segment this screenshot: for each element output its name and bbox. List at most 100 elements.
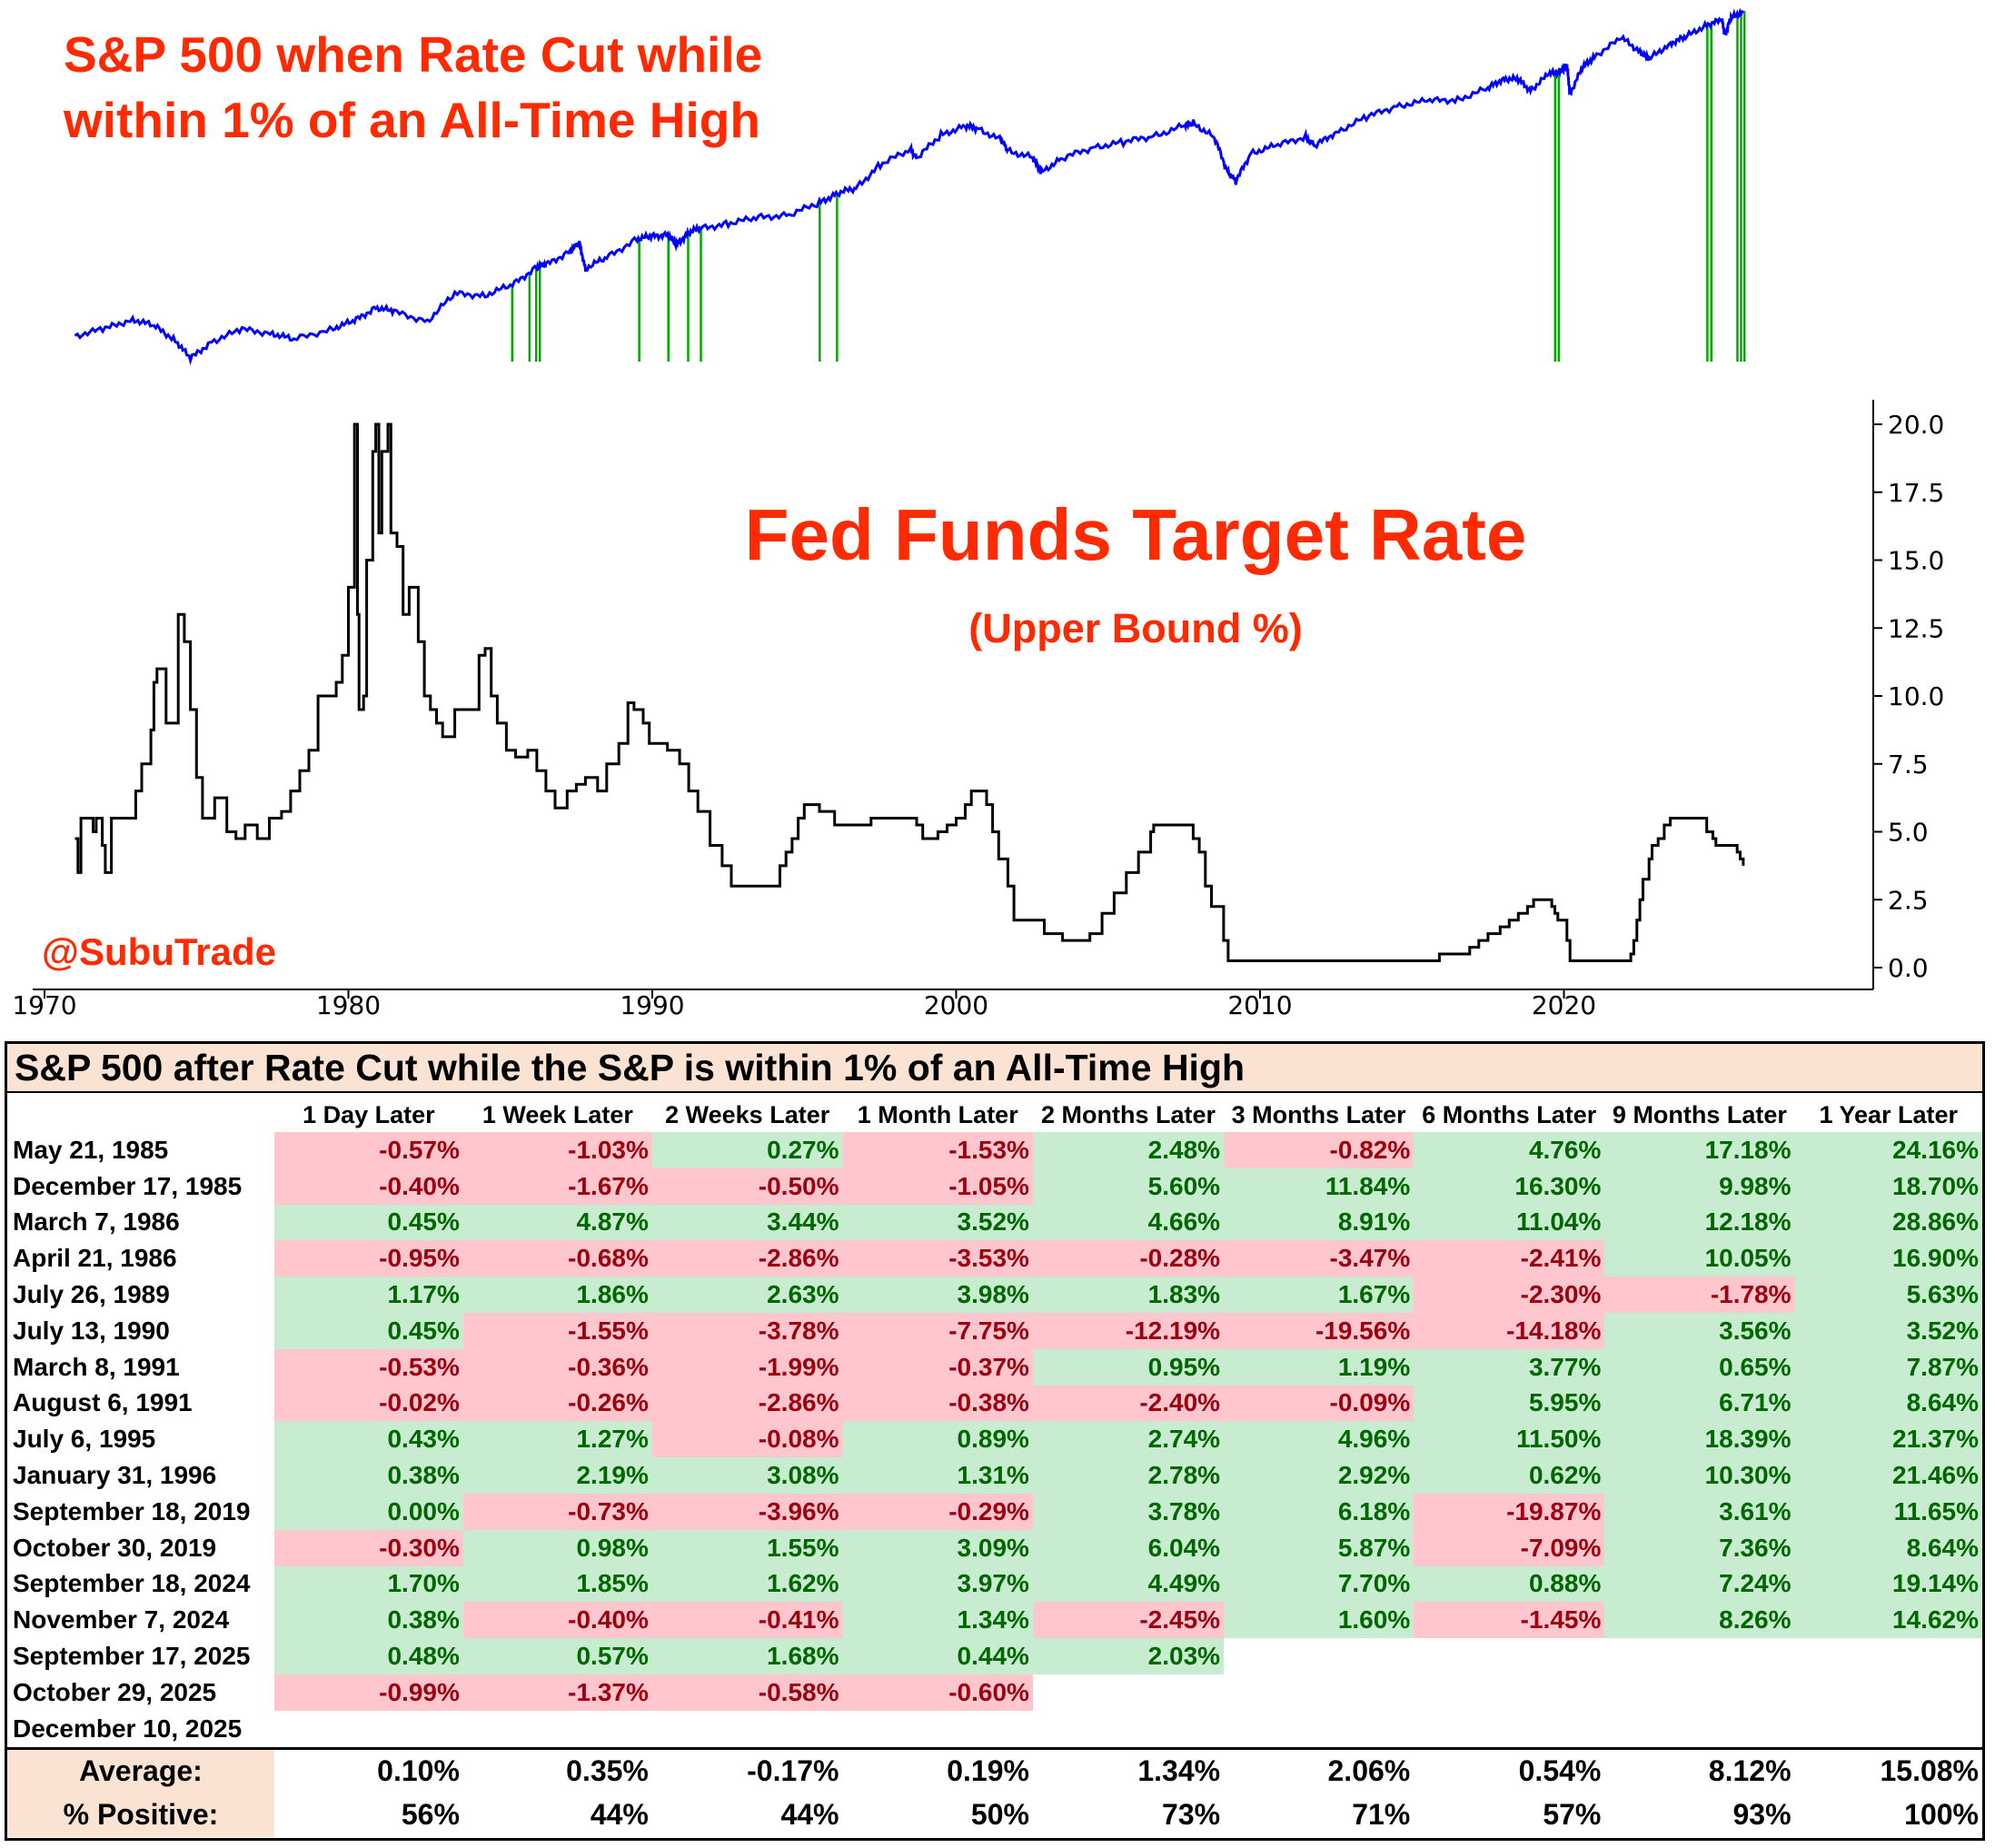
return-cell: -3.53% [842,1240,1033,1277]
return-cell: 1.86% [462,1277,652,1313]
y-tick-label: 7.5 [1888,750,1929,780]
return-cell: 2.48% [1032,1132,1225,1168]
row-date: April 21, 1986 [13,1244,177,1273]
summary-cell: 44% [590,1798,649,1832]
return-cell: -19.56% [1224,1312,1414,1349]
return-cell: -3.47% [1224,1240,1414,1277]
table-row: September 18, 2024 1.70% 1.85% 1.62% 3.97% 4.… [7,1565,1982,1603]
x-tick-label: 1980 [316,990,381,1020]
return-cell: 21.46% [1794,1457,1982,1494]
return-cell: -1.53% [842,1132,1033,1168]
return-cell: 1.19% [1224,1348,1414,1386]
table-row: December 17, 1985 -0.40% -1.67% -0.50% -1.05… [7,1167,1982,1205]
author-handle: @SubuTrade [42,930,276,973]
return-cell: 5.63% [1794,1277,1982,1313]
return-cell [1604,1711,1794,1748]
return-cell: -12.19% [1032,1312,1225,1349]
return-cell: 4.96% [1224,1421,1414,1458]
return-cell: 3.52% [842,1204,1033,1241]
table-title: S&P 500 after Rate Cut while the S&P is … [7,1044,1982,1093]
return-cell [1795,1638,1982,1674]
table-header-row: 1 Day Later 1 Week Later 2 Weeks Later 1 Mo… [7,1098,1982,1132]
return-cell [1033,1674,1224,1711]
return-cell: 0.44% [842,1638,1033,1674]
return-cell [274,1711,463,1748]
sp500-title-line2: within 1% of an All-Time High [64,92,760,148]
table-row: April 21, 1986 -0.95% -0.68% -2.86% -3.53% -0… [7,1240,1982,1277]
return-cell: 0.38% [273,1457,463,1494]
column-header: 2 Weeks Later [665,1100,830,1128]
return-cell: 10.05% [1604,1240,1795,1277]
return-cell: 8.91% [1224,1204,1414,1241]
return-cell: 9.98% [1604,1167,1795,1205]
return-cell [1033,1711,1224,1748]
return-cell: 7.70% [1224,1565,1414,1603]
return-cell: 1.68% [651,1638,843,1674]
return-cell: 0.95% [1032,1348,1225,1386]
return-cell: -7.09% [1414,1529,1605,1566]
row-date: August 6, 1991 [13,1388,193,1417]
return-cell: -0.95% [273,1240,463,1277]
return-cell: 2.78% [1032,1457,1225,1494]
return-cell [1795,1711,1982,1748]
y-tick-label: 0.0 [1888,953,1929,983]
return-cell: -0.08% [651,1421,843,1458]
return-cell: 10.30% [1604,1457,1795,1494]
return-cell: 12.18% [1604,1204,1795,1241]
return-cell: -0.50% [651,1167,843,1205]
column-header: 3 Months Later [1231,1100,1406,1128]
summary-cell: 15.08% [1794,1746,1982,1793]
return-cell: -1.78% [1604,1277,1795,1313]
column-header: 6 Months Later [1422,1100,1597,1128]
table-row: May 21, 1985 -0.57% -1.03% 0.27% -1.53% 2.48%… [7,1132,1982,1168]
return-cell: 2.92% [1224,1457,1414,1494]
return-cell: 4.76% [1414,1132,1605,1168]
row-date: September 17, 2025 [13,1642,251,1671]
return-cell: 1.85% [462,1565,652,1603]
ff-axes [33,400,1874,990]
return-cell: 1.62% [651,1565,843,1603]
return-cell: -0.82% [1224,1132,1414,1168]
return-cell: 0.45% [273,1312,463,1349]
return-cell: 6.18% [1224,1493,1414,1530]
summary-cell: 100% [1904,1798,1979,1832]
summary-cell: 57% [1543,1798,1602,1832]
summary-cell: 71% [1352,1798,1411,1832]
return-cell: 1.34% [842,1602,1033,1639]
x-tick-label: 1990 [620,990,684,1020]
return-cell [1224,1711,1414,1748]
return-cell: 3.52% [1794,1312,1982,1349]
return-cell: 21.37% [1794,1421,1982,1458]
return-cell: 2.19% [462,1457,652,1494]
return-cell: 0.45% [273,1204,463,1241]
summary-cell: 73% [1162,1798,1221,1832]
return-cell: 8.26% [1604,1602,1795,1639]
return-cell: 1.83% [1032,1277,1225,1313]
return-cell: -1.99% [651,1348,843,1386]
return-cell: 6.04% [1032,1529,1225,1566]
return-cell: -3.96% [651,1493,843,1530]
y-tick-label: 20.0 [1888,410,1944,440]
return-cell: -1.37% [462,1674,652,1711]
return-cell [1604,1638,1794,1674]
return-cell: 17.18% [1604,1132,1795,1168]
return-cell: -1.03% [462,1132,652,1168]
return-cell [1414,1674,1604,1711]
return-cell: 1.31% [842,1457,1033,1494]
return-cell: -0.28% [1032,1240,1225,1277]
table-row: September 18, 2019 0.00% -0.73% -3.96% -0.29… [7,1493,1982,1530]
summary-cell: 8.12% [1604,1746,1795,1793]
row-date: July 6, 1995 [13,1425,156,1454]
return-cell: 3.09% [842,1529,1033,1566]
return-cell: -0.41% [651,1602,843,1639]
returns-table: 1 Day Later 1 Week Later 2 Weeks Later 1 Mo… [7,1098,1982,1837]
x-tick-label: 2000 [924,990,988,1020]
sp500-chart-title: S&P 500 when Rate Cut while within 1% of… [64,22,762,153]
return-cell: 7.24% [1604,1565,1795,1603]
table-row: July 6, 1995 0.43% 1.27% -0.08% 0.89% 2.74% 4.… [7,1421,1982,1458]
return-cell: 3.78% [1032,1493,1225,1530]
summary-cell: 50% [970,1798,1029,1832]
return-cell [843,1711,1033,1748]
return-cell: 0.57% [462,1638,652,1674]
table-row: January 31, 1996 0.38% 2.19% 3.08% 1.31% 2.78… [7,1457,1982,1494]
